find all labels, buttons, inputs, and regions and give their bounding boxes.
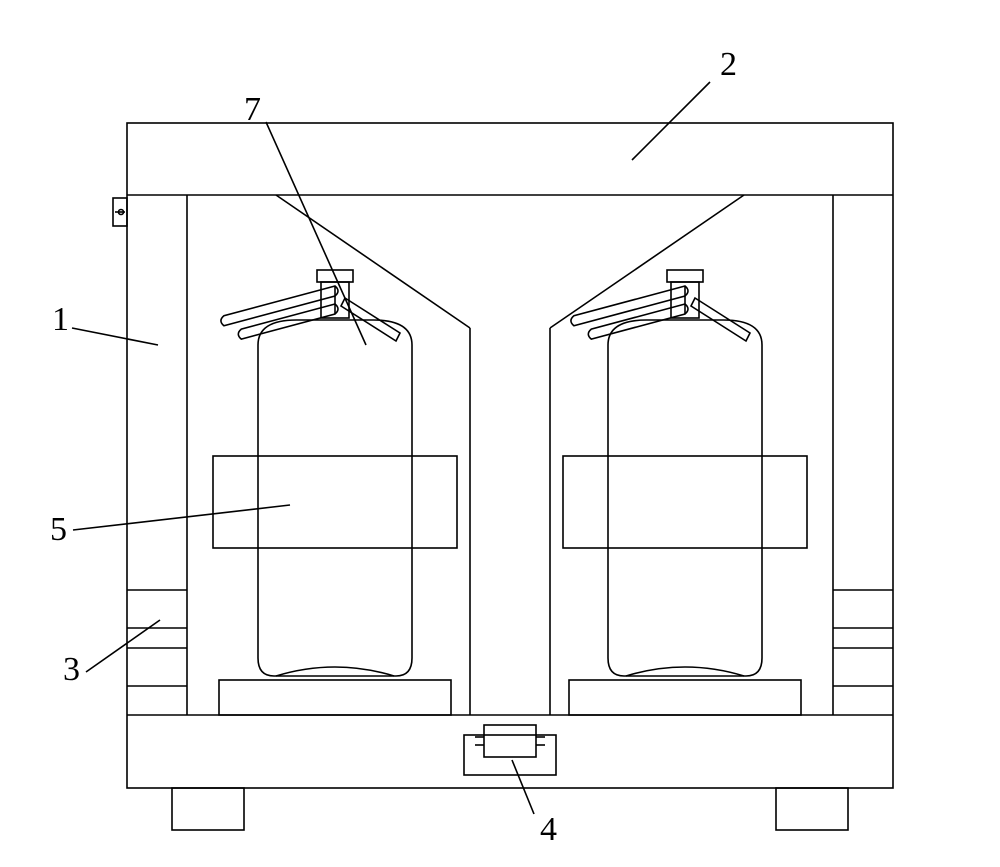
pedestal-right <box>569 680 801 715</box>
callout-line-4 <box>512 760 534 814</box>
trunk-left-slope <box>276 195 470 328</box>
foot-right <box>776 788 848 830</box>
latch-inner <box>484 725 536 757</box>
callout-label-3: 3 <box>63 651 80 688</box>
callout-line-2 <box>632 82 710 160</box>
clamp-band-left <box>213 456 457 548</box>
extinguisher-right-shoulder <box>608 320 762 345</box>
callout-label-1: 1 <box>52 301 69 338</box>
extinguisher-left-base-arc <box>276 667 394 676</box>
latch-outer <box>464 735 556 775</box>
callout-line-1 <box>72 328 158 345</box>
callout-label-5: 5 <box>50 511 67 548</box>
callout-label-7: 7 <box>244 91 261 128</box>
extinguisher-right-base-arc <box>626 667 744 676</box>
callout-line-3 <box>86 620 160 672</box>
pedestal-left <box>219 680 451 715</box>
foot-left <box>172 788 244 830</box>
extinguisher-right-valve-cap <box>667 270 703 282</box>
callout-label-4: 4 <box>540 811 557 848</box>
extinguisher-left-shoulder <box>258 320 412 345</box>
trunk-right-slope <box>550 195 744 328</box>
callout-line-7 <box>266 122 366 345</box>
callout-label-2: 2 <box>720 46 737 83</box>
clamp-band-right <box>563 456 807 548</box>
diagram-canvas: 1 2 3 4 5 7 <box>0 0 1000 867</box>
